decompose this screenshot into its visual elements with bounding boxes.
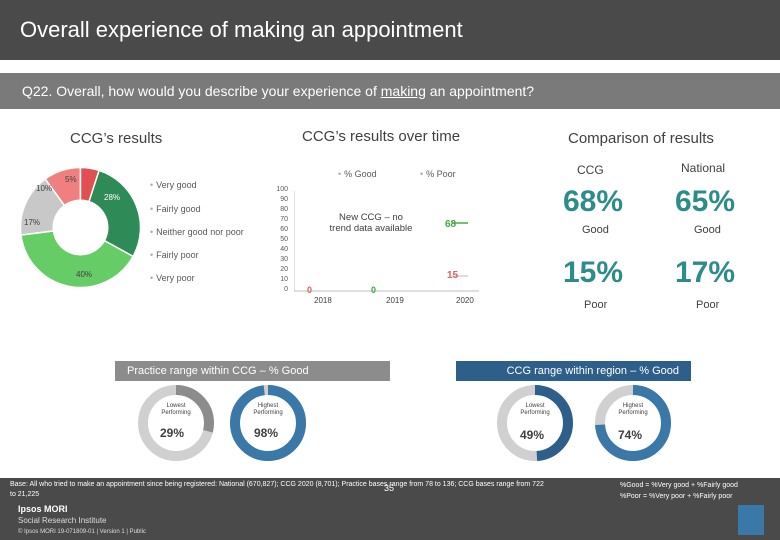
good-definition: %Good = %Very good + %Fairly good xyxy=(620,482,738,489)
y-tick-label: 50 xyxy=(280,236,288,243)
slice-label-very-good: 28% xyxy=(104,193,121,202)
question-text: Q22. Overall, how would you describe you… xyxy=(22,83,534,99)
gauge-fill xyxy=(230,385,306,461)
ccg-good-label: Good xyxy=(582,224,609,236)
title-bar xyxy=(0,0,780,60)
question-bar xyxy=(0,73,780,109)
region-highest-label: Highest Performing xyxy=(618,403,648,416)
y-tick-label: 30 xyxy=(280,256,288,263)
practice-lowest-gauge xyxy=(138,385,214,461)
gauge-fill xyxy=(595,385,671,461)
y-tick-label: 60 xyxy=(280,226,288,233)
x-label-2020: 2020 xyxy=(456,296,474,305)
y-tick-label: 10 xyxy=(280,276,288,283)
y-tick-label: 90 xyxy=(280,196,288,203)
region-lowest-label: Lowest Performing xyxy=(520,403,550,416)
page-number: 35 xyxy=(384,483,395,493)
y-tick-label: 70 xyxy=(280,216,288,223)
practice-range-heading: Practice range within CCG – % Good xyxy=(115,361,390,381)
question-suffix: an appointment? xyxy=(425,83,535,99)
national-column-label: National xyxy=(681,161,726,175)
ccg-results-donut xyxy=(19,166,142,289)
y-tick-label: 0 xyxy=(284,286,288,293)
legend-very-good: • Very good xyxy=(150,180,197,190)
poor-definition: %Poor = %Very poor + %Fairly poor xyxy=(620,493,733,500)
x-label-2019: 2019 xyxy=(386,296,404,305)
practice-lowest-value: 29% xyxy=(160,426,185,440)
practice-highest-gauge xyxy=(230,385,306,461)
over-time-chart xyxy=(294,191,479,292)
legend-good: •% Good xyxy=(338,169,377,179)
ccg-results-heading: CCG’s results xyxy=(70,130,163,147)
region-range-heading: CCG range within region – % Good xyxy=(456,361,691,381)
practice-lowest-label: Lowest Performing xyxy=(161,403,191,416)
legend-very-poor: • Very poor xyxy=(150,273,195,283)
poor-2020-value: 15 xyxy=(447,270,459,281)
ccg-poor-label: Poor xyxy=(584,299,608,311)
y-tick-label: 80 xyxy=(280,206,288,213)
logo-sri: Social Research Institute xyxy=(18,516,107,525)
slice-label-neither: 17% xyxy=(24,218,41,227)
y-axis-ticks: 100 90 80 70 60 50 40 30 20 10 0 xyxy=(268,186,290,296)
ccg-column-label: CCG xyxy=(577,163,604,177)
legend-neither: • Neither good nor poor xyxy=(150,227,244,237)
over-time-heading: CCG’s results over time xyxy=(302,128,461,145)
region-highest-gauge xyxy=(595,385,671,461)
question-prefix: Q22. Overall, how would you describe you… xyxy=(22,83,381,99)
question-underlined: making xyxy=(380,83,426,99)
ccg-poor-value: 15% xyxy=(563,256,624,289)
legend-fairly-poor: • Fairly poor xyxy=(150,250,199,260)
page-title: Overall experience of making an appointm… xyxy=(20,17,463,42)
footer-bar xyxy=(0,478,780,540)
placeholder-2018: 0 xyxy=(307,285,313,295)
base-note: Base: All who tried to make an appointme… xyxy=(10,481,544,498)
y-tick-label: 100 xyxy=(276,186,288,193)
comparison-heading: Comparison of results xyxy=(568,130,714,147)
ccg-good-value: 68% xyxy=(563,185,624,218)
practice-highest-value: 98% xyxy=(254,426,279,440)
logo-badge-icon xyxy=(738,505,764,535)
national-good-label: Good xyxy=(694,224,721,236)
logo-ipsos-mori: Ipsos MORI xyxy=(18,504,68,514)
region-highest-value: 74% xyxy=(618,428,643,442)
gauge-fill xyxy=(497,385,573,461)
no-trend-note: New CCG – no trend data available xyxy=(329,212,413,234)
national-poor-label: Poor xyxy=(696,299,720,311)
slice-label-fairly-good: 40% xyxy=(76,270,93,279)
practice-highest-label: Highest Performing xyxy=(253,403,283,416)
placeholder-2019: 0 xyxy=(371,285,377,295)
legend-fairly-good: • Fairly good xyxy=(150,204,201,214)
y-tick-label: 20 xyxy=(280,266,288,273)
x-label-2018: 2018 xyxy=(314,296,332,305)
slice-label-fairly-poor: 10% xyxy=(36,184,53,193)
national-poor-value: 17% xyxy=(675,256,736,289)
national-good-value: 65% xyxy=(675,185,736,218)
donut-hole xyxy=(52,199,109,256)
copyright: © Ipsos MORI 19-071809-01 | Version 1 | … xyxy=(18,529,146,535)
donut-slice-fairly-good xyxy=(20,226,135,289)
legend-poor: •% Poor xyxy=(420,169,456,179)
good-2020-value: 68 xyxy=(445,219,457,230)
region-lowest-gauge xyxy=(497,385,573,461)
region-lowest-value: 49% xyxy=(520,428,545,442)
gauge-fill xyxy=(138,385,214,461)
y-tick-label: 40 xyxy=(280,246,288,253)
slice-label-very-poor: 5% xyxy=(65,175,77,184)
